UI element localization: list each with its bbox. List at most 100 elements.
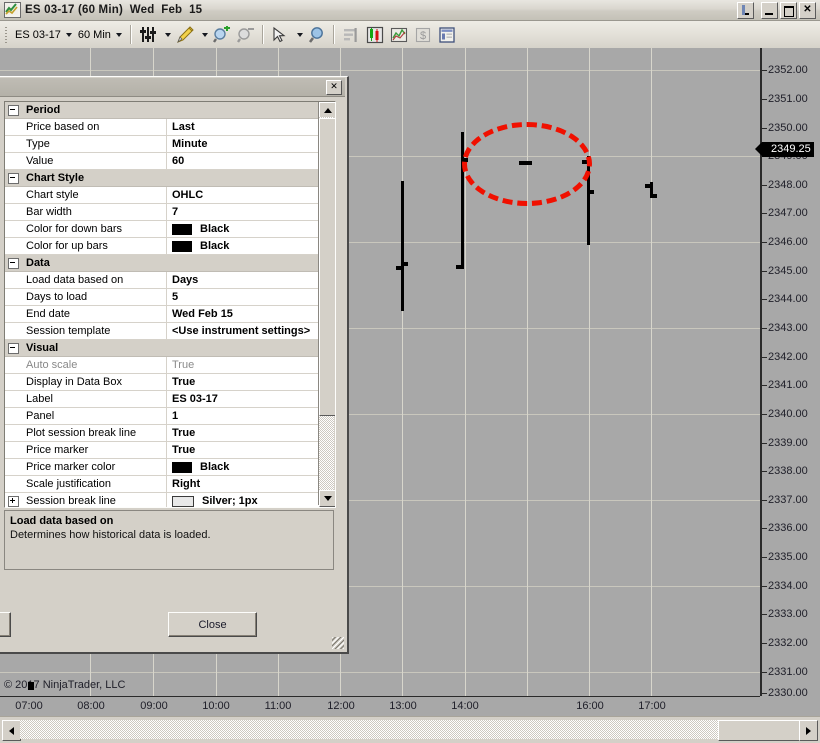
toolbar-grip[interactable]	[3, 25, 10, 44]
property-value-cell[interactable]: True	[166, 425, 318, 441]
property-row[interactable]: Session break line Silver; 1px	[5, 493, 318, 507]
property-row[interactable]: Value 60	[5, 153, 318, 170]
property-row[interactable]: Load data based on Days	[5, 272, 318, 289]
chevron-down-icon[interactable]	[201, 32, 208, 37]
property-row[interactable]: Days to load 5	[5, 289, 318, 306]
strategies-icon[interactable]	[387, 24, 411, 46]
cursor-icon[interactable]	[268, 24, 292, 46]
dollar-icon[interactable]: $	[411, 24, 435, 46]
apply-button[interactable]: Apply	[0, 612, 11, 637]
property-value-cell[interactable]: Days	[166, 272, 318, 288]
scroll-down-button[interactable]	[319, 490, 335, 507]
property-value-cell[interactable]: True	[166, 442, 318, 458]
property-value-cell[interactable]: <Use instrument settings>	[166, 323, 318, 339]
price-tick-label: 2330.00	[768, 687, 808, 699]
property-value-cell[interactable]: Minute	[166, 136, 318, 152]
property-value-cell[interactable]: 1	[166, 408, 318, 424]
dialog-close-icon[interactable]: ✕	[326, 80, 342, 95]
property-row[interactable]: Plot session break line True	[5, 425, 318, 442]
layout-button[interactable]	[737, 2, 754, 19]
gridline-vertical	[402, 48, 403, 696]
property-row[interactable]: Color for down bars Black	[5, 221, 318, 238]
property-row[interactable]: Price marker True	[5, 442, 318, 459]
chevron-down-icon[interactable]	[296, 32, 303, 37]
expand-icon[interactable]	[5, 493, 21, 507]
dialog-title-bar[interactable]: ✕	[0, 78, 345, 97]
property-row[interactable]: End date Wed Feb 15	[5, 306, 318, 323]
collapse-icon[interactable]	[5, 170, 21, 186]
property-row[interactable]: Scale justification Right	[5, 476, 318, 493]
property-value-cell[interactable]: True	[166, 357, 318, 373]
property-category-row[interactable]: Visual	[5, 340, 318, 357]
horizontal-scroll-thumb[interactable]	[718, 720, 802, 741]
property-category-row[interactable]: Data	[5, 255, 318, 272]
property-value-cell[interactable]: Silver; 1px	[166, 493, 318, 507]
property-value-cell[interactable]: Last	[166, 119, 318, 135]
row-spacer	[5, 289, 21, 305]
time-tick-label: 08:00	[77, 700, 105, 712]
horizontal-scrollbar[interactable]	[0, 716, 820, 743]
zoom-out-icon[interactable]	[234, 24, 258, 46]
property-row[interactable]: Bar width 7	[5, 204, 318, 221]
properties-icon[interactable]	[339, 24, 363, 46]
property-value: True	[172, 444, 196, 456]
property-row[interactable]: Type Minute	[5, 136, 318, 153]
minimize-button[interactable]	[761, 2, 778, 19]
chevron-down-icon[interactable]	[164, 32, 171, 37]
property-row[interactable]: Auto scale True	[5, 357, 318, 374]
indicators-icon[interactable]	[363, 24, 387, 46]
collapse-icon[interactable]	[5, 255, 21, 271]
property-row[interactable]: Price marker color Black	[5, 459, 318, 476]
vertical-scroll-thumb[interactable]	[319, 118, 335, 416]
property-value-cell[interactable]: True	[166, 374, 318, 390]
close-button[interactable]: ✕	[799, 2, 816, 19]
property-row[interactable]: Price based on Last	[5, 119, 318, 136]
instrument-selector[interactable]: ES 03-17	[13, 25, 76, 44]
property-value-cell[interactable]: 60	[166, 153, 318, 169]
maximize-button[interactable]	[780, 2, 797, 19]
property-row[interactable]: Chart style OHLC	[5, 187, 318, 204]
properties-grid[interactable]: Period Price based on Last Type Minute Value 6…	[4, 101, 336, 508]
price-axis[interactable]: 2352.00 2351.00 2350.00 2349.00 2348.00 …	[755, 48, 820, 699]
scroll-left-button[interactable]	[2, 720, 21, 741]
price-tick-label: 2341.00	[768, 379, 808, 391]
interval-selector[interactable]: 60 Min	[76, 25, 126, 44]
draw-pencil-icon[interactable]	[173, 24, 197, 46]
resize-grip[interactable]	[332, 637, 344, 649]
gridline-vertical	[651, 48, 652, 696]
property-row[interactable]: Display in Data Box True	[5, 374, 318, 391]
property-value-cell[interactable]: Black	[166, 238, 318, 254]
collapse-icon[interactable]	[5, 340, 21, 356]
interval-label: 60 Min	[77, 28, 111, 41]
property-row[interactable]: Color for up bars Black	[5, 238, 318, 255]
property-row[interactable]: Session template <Use instrument settings…	[5, 323, 318, 340]
property-value-cell[interactable]: OHLC	[166, 187, 318, 203]
chart-properties-dialog[interactable]: ✕ Period Price based on Last Type Minute Valu…	[0, 76, 349, 654]
bar-type-icon[interactable]	[136, 24, 160, 46]
collapse-icon[interactable]	[5, 102, 21, 118]
datawindow-icon[interactable]	[435, 24, 459, 46]
property-row[interactable]: Label ES 03-17	[5, 391, 318, 408]
property-value: True	[172, 376, 196, 388]
close-button[interactable]: Close	[168, 612, 257, 637]
property-value-cell[interactable]: Black	[166, 459, 318, 475]
horizontal-scroll-track[interactable]	[20, 720, 800, 739]
property-value-cell[interactable]: Wed Feb 15	[166, 306, 318, 322]
scroll-right-button[interactable]	[799, 720, 818, 741]
property-row[interactable]: Panel 1	[5, 408, 318, 425]
property-value-cell[interactable]: ES 03-17	[166, 391, 318, 407]
properties-scrollbar[interactable]	[318, 102, 335, 507]
property-value-cell[interactable]: Black	[166, 221, 318, 237]
price-tick-label: 2337.00	[768, 494, 808, 506]
property-value-cell[interactable]: 7	[166, 204, 318, 220]
property-category-row[interactable]: Period	[5, 102, 318, 119]
zoom-in-icon[interactable]	[210, 24, 234, 46]
property-name: Color for up bars	[26, 240, 108, 252]
property-value-cell[interactable]: 5	[166, 289, 318, 305]
ellipse-annotation[interactable]	[462, 122, 592, 206]
property-category-row[interactable]: Chart Style	[5, 170, 318, 187]
property-value-cell[interactable]: Right	[166, 476, 318, 492]
gridline-horizontal	[0, 586, 760, 587]
magnifier-icon[interactable]	[305, 24, 329, 46]
property-name: Color for down bars	[26, 223, 122, 235]
